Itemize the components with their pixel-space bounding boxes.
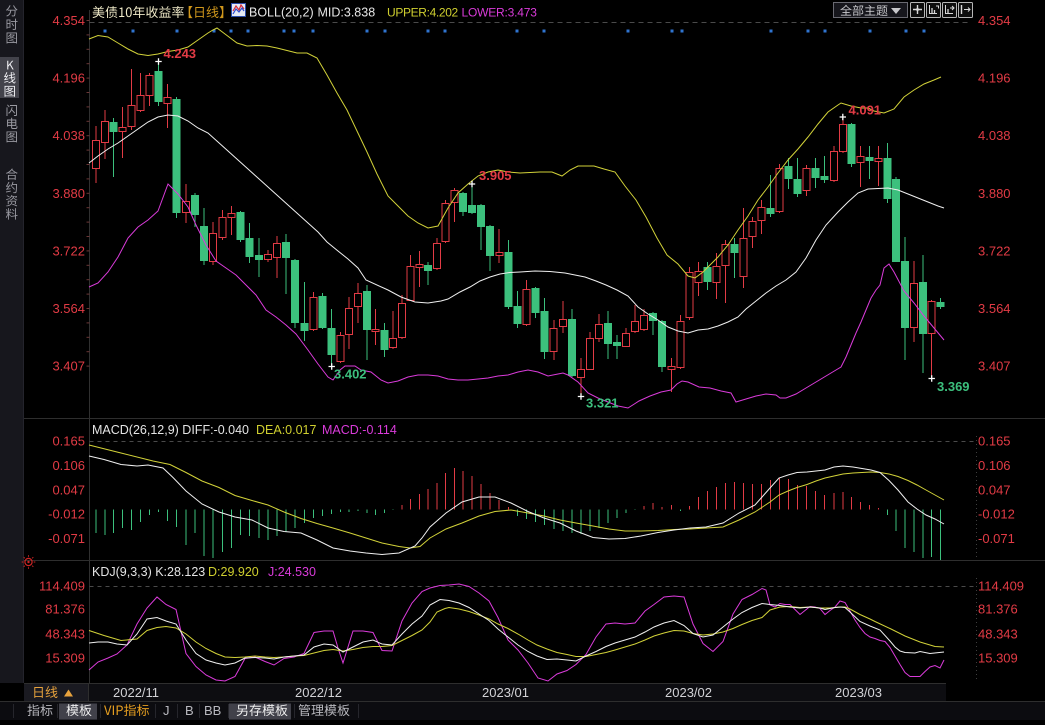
svg-text:MACD:-0.114: MACD:-0.114 — [322, 423, 397, 437]
svg-text:4.196: 4.196 — [978, 71, 1011, 86]
svg-text:4.354: 4.354 — [52, 13, 85, 28]
svg-text:48.343: 48.343 — [45, 627, 85, 642]
svg-text:DEA:0.017: DEA:0.017 — [256, 423, 317, 437]
svg-text:3.880: 3.880 — [52, 186, 85, 201]
svg-text:J:24.530: J:24.530 — [268, 565, 316, 579]
svg-text:-0.012: -0.012 — [978, 507, 1015, 522]
svg-text:J: J — [163, 703, 170, 718]
svg-text:4.243: 4.243 — [164, 46, 197, 61]
svg-text:LOWER:3.473: LOWER:3.473 — [462, 6, 538, 20]
svg-text:4.091: 4.091 — [849, 103, 882, 118]
svg-text:4.354: 4.354 — [978, 13, 1011, 28]
svg-text:3.722: 3.722 — [52, 243, 85, 258]
svg-text:3.369: 3.369 — [937, 379, 970, 394]
svg-text:114.409: 114.409 — [978, 579, 1024, 594]
svg-text:4.038: 4.038 — [978, 128, 1011, 143]
svg-text:0.165: 0.165 — [52, 434, 85, 449]
svg-text:15.309: 15.309 — [45, 651, 85, 666]
svg-text:0.047: 0.047 — [52, 482, 85, 497]
svg-text:BB: BB — [204, 703, 221, 718]
svg-text:3.564: 3.564 — [978, 301, 1011, 316]
svg-text:B: B — [185, 703, 194, 718]
svg-text:MID:3.838: MID:3.838 — [318, 6, 376, 20]
svg-text:0.106: 0.106 — [978, 458, 1011, 473]
svg-text:81.376: 81.376 — [45, 602, 85, 617]
svg-text:3.905: 3.905 — [479, 168, 512, 183]
svg-text:4.196: 4.196 — [52, 71, 85, 86]
svg-text:3.407: 3.407 — [52, 359, 85, 374]
svg-text:3.407: 3.407 — [978, 359, 1011, 374]
svg-text:-0.071: -0.071 — [978, 531, 1015, 546]
svg-text:-0.012: -0.012 — [48, 507, 85, 522]
svg-text:BOLL(20,2): BOLL(20,2) — [249, 6, 314, 20]
svg-text:2022/11: 2022/11 — [113, 685, 159, 700]
svg-text:D:29.920: D:29.920 — [208, 565, 259, 579]
svg-text:2023/03: 2023/03 — [835, 685, 882, 700]
svg-text:4.038: 4.038 — [52, 128, 85, 143]
svg-text:81.376: 81.376 — [978, 602, 1018, 617]
svg-text:KDJ(9,3,3) K:28.123: KDJ(9,3,3) K:28.123 — [92, 565, 205, 579]
svg-text:UPPER:4.202: UPPER:4.202 — [387, 6, 459, 20]
svg-text:114.409: 114.409 — [39, 579, 85, 594]
svg-text:3.722: 3.722 — [978, 243, 1011, 258]
svg-text:3.880: 3.880 — [978, 186, 1011, 201]
svg-text:0.106: 0.106 — [52, 458, 85, 473]
svg-text:2022/12: 2022/12 — [295, 685, 342, 700]
svg-text:2023/01: 2023/01 — [482, 685, 529, 700]
svg-text:-0.071: -0.071 — [48, 531, 85, 546]
svg-text:MACD(26,12,9) DIFF:-0.040: MACD(26,12,9) DIFF:-0.040 — [92, 423, 249, 437]
svg-text:2023/02: 2023/02 — [665, 685, 712, 700]
svg-text:3.321: 3.321 — [586, 396, 619, 411]
svg-text:3.564: 3.564 — [52, 301, 85, 316]
svg-text:15.309: 15.309 — [978, 651, 1018, 666]
svg-text:0.047: 0.047 — [978, 482, 1011, 497]
svg-text:48.343: 48.343 — [978, 627, 1018, 642]
svg-text:0.165: 0.165 — [978, 434, 1011, 449]
svg-text:3.402: 3.402 — [334, 367, 367, 382]
